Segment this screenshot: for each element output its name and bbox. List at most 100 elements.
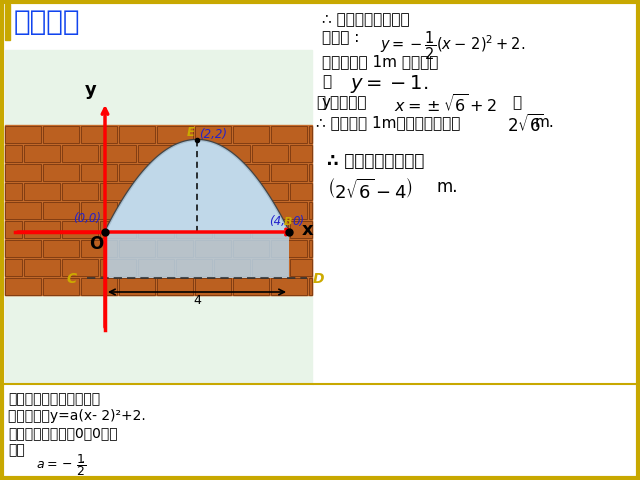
Bar: [309, 202, 312, 219]
Text: 方法二：: 方法二：: [14, 8, 81, 36]
Text: 函数为 :: 函数为 :: [322, 30, 360, 45]
Bar: [290, 183, 312, 200]
Bar: [157, 240, 193, 257]
Bar: [62, 145, 98, 162]
Bar: [252, 221, 288, 238]
Bar: [195, 202, 231, 219]
Bar: [157, 202, 193, 219]
Text: C: C: [67, 272, 76, 286]
Bar: [81, 202, 117, 219]
Text: y: y: [85, 81, 97, 99]
Bar: [176, 221, 212, 238]
Bar: [214, 145, 250, 162]
Bar: [100, 145, 136, 162]
Text: $y=-1.$: $y=-1.$: [350, 73, 428, 95]
Bar: [271, 126, 307, 143]
Bar: [309, 240, 312, 257]
Text: 由抛物线经过点（0，0），: 由抛物线经过点（0，0），: [8, 426, 118, 440]
Bar: [290, 183, 312, 200]
Text: 时: 时: [512, 95, 521, 110]
Bar: [271, 202, 307, 219]
Text: O: O: [89, 235, 103, 253]
Bar: [157, 164, 193, 181]
Bar: [5, 145, 22, 162]
Bar: [271, 278, 307, 295]
Text: E: E: [187, 126, 195, 139]
Bar: [157, 126, 193, 143]
Bar: [252, 145, 288, 162]
Text: $2\sqrt{6}$: $2\sqrt{6}$: [507, 114, 544, 136]
Bar: [5, 259, 22, 276]
Bar: [81, 278, 117, 295]
Text: $a=-\,\dfrac{1}{2}$: $a=-\,\dfrac{1}{2}$: [36, 452, 86, 478]
Bar: [81, 164, 117, 181]
Bar: [81, 126, 117, 143]
Bar: [233, 202, 269, 219]
Bar: [176, 259, 212, 276]
Text: 解：设这条抛物线表示的: 解：设这条抛物线表示的: [8, 392, 100, 406]
Bar: [81, 202, 117, 219]
Bar: [81, 240, 117, 257]
Bar: [233, 240, 269, 257]
Bar: [119, 164, 155, 181]
Bar: [309, 126, 312, 143]
Text: m.: m.: [437, 178, 458, 196]
Bar: [24, 259, 60, 276]
Bar: [290, 221, 312, 238]
Bar: [24, 145, 60, 162]
Bar: [138, 221, 174, 238]
Bar: [5, 278, 41, 295]
Text: $\left(2\sqrt{6}-4\right)$: $\left(2\sqrt{6}-4\right)$: [327, 178, 413, 203]
Bar: [5, 145, 22, 162]
Bar: [119, 202, 155, 219]
Bar: [24, 145, 60, 162]
Bar: [43, 202, 79, 219]
Bar: [5, 164, 41, 181]
Bar: [252, 221, 288, 238]
Bar: [176, 259, 212, 276]
Bar: [5, 240, 41, 257]
Bar: [271, 126, 307, 143]
Bar: [5, 221, 22, 238]
Text: D: D: [313, 272, 324, 286]
Text: 二次函数为y=a(x- 2)²+2.: 二次函数为y=a(x- 2)²+2.: [8, 409, 146, 423]
Bar: [5, 278, 41, 295]
Bar: [195, 202, 231, 219]
Bar: [5, 221, 22, 238]
Bar: [290, 221, 312, 238]
Bar: [309, 278, 312, 295]
Text: m.: m.: [535, 115, 555, 130]
Bar: [43, 240, 79, 257]
Bar: [157, 202, 193, 219]
Bar: [119, 126, 155, 143]
Bar: [290, 259, 312, 276]
Bar: [233, 278, 269, 295]
Bar: [252, 259, 288, 276]
Bar: [138, 183, 174, 200]
Text: (0,0): (0,0): [73, 212, 101, 225]
Bar: [5, 259, 22, 276]
Text: $x=\pm\sqrt{6}+2$: $x=\pm\sqrt{6}+2$: [394, 94, 497, 116]
Bar: [138, 259, 174, 276]
Bar: [100, 183, 136, 200]
Bar: [271, 164, 307, 181]
Bar: [138, 221, 174, 238]
Bar: [100, 259, 136, 276]
Bar: [214, 259, 250, 276]
Bar: [62, 183, 98, 200]
Bar: [271, 240, 307, 257]
Bar: [5, 125, 312, 295]
Bar: [214, 259, 250, 276]
Bar: [195, 126, 231, 143]
Bar: [5, 202, 41, 219]
Bar: [233, 240, 269, 257]
Bar: [271, 240, 307, 257]
Text: 当: 当: [316, 95, 325, 110]
Bar: [309, 202, 312, 219]
Bar: [195, 164, 231, 181]
Bar: [176, 145, 212, 162]
Bar: [252, 145, 288, 162]
Bar: [195, 240, 231, 257]
Bar: [195, 278, 231, 295]
Bar: [138, 183, 174, 200]
